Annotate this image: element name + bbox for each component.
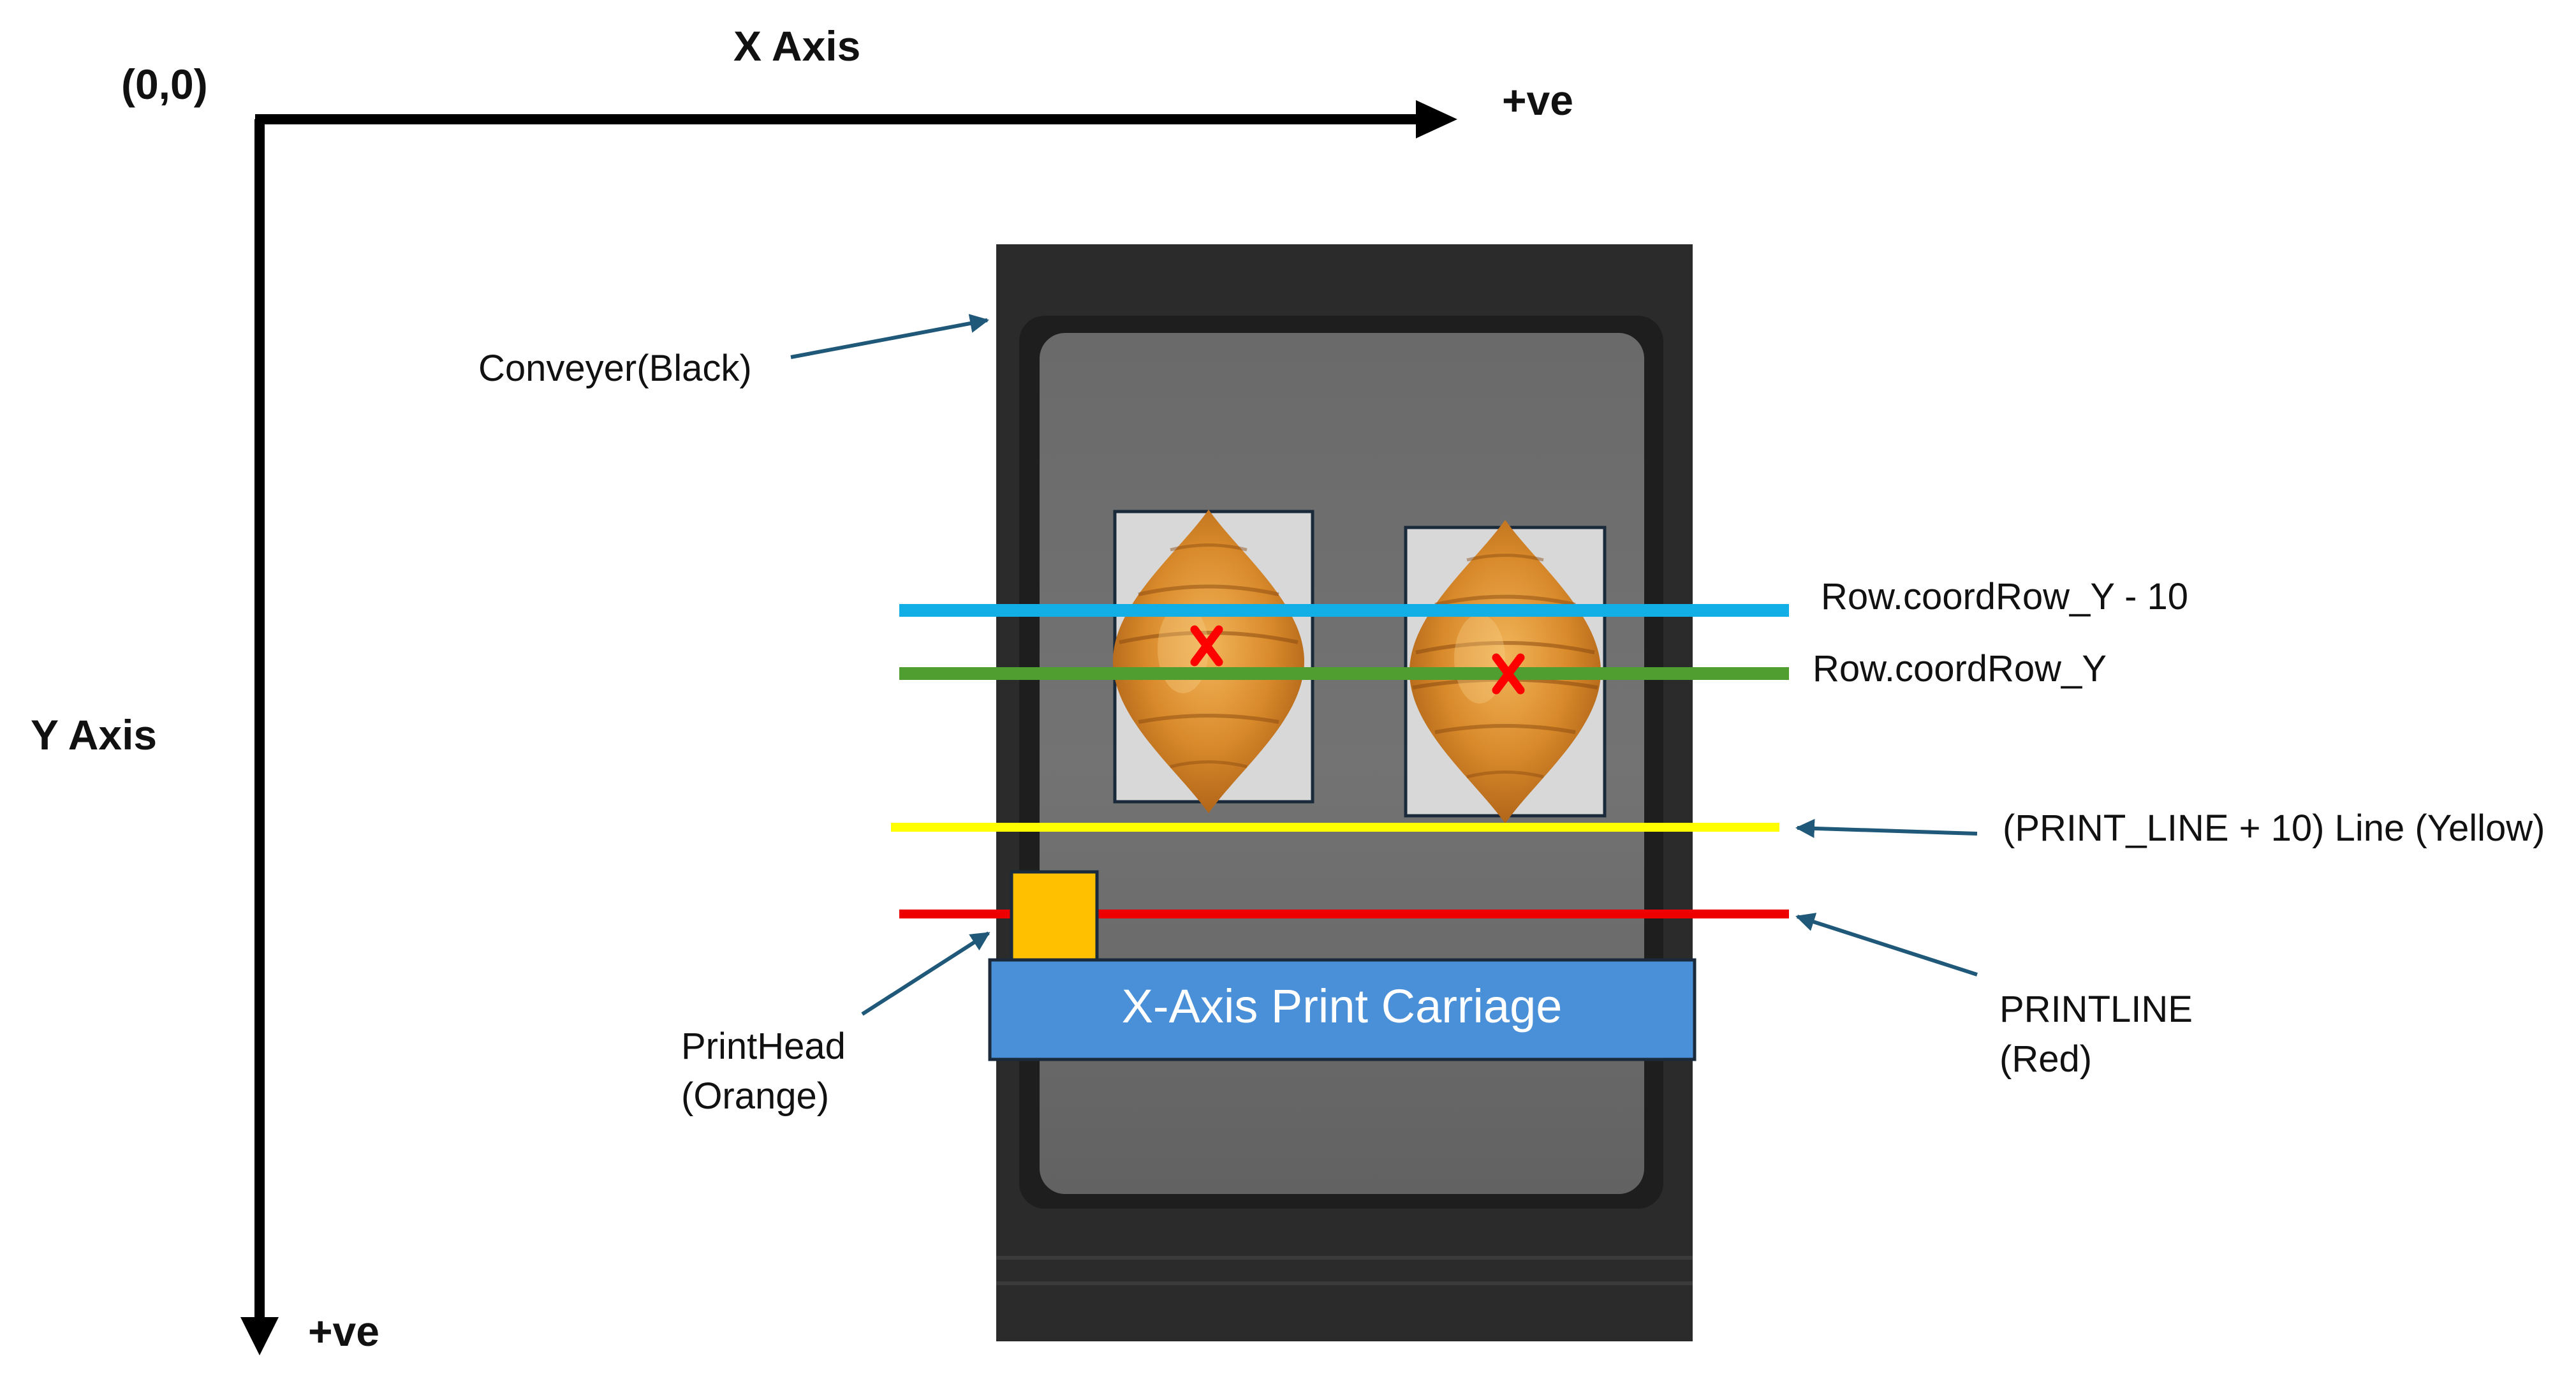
x-axis-label: X Axis [733,22,860,70]
row-minus-10-label: Row.coordRow_Y - 10 [1821,576,2188,617]
product-card-left [1113,510,1314,813]
conveyor-label: Conveyer(Black) [478,348,752,389]
x-axis-arrowhead [1416,100,1457,138]
row-label: Row.coordRow_Y [1813,648,2107,689]
y-axis-label: Y Axis [31,711,157,758]
y-axis-arrowhead [240,1317,279,1355]
x-axis-print-carriage [988,958,1696,1061]
printline-label-line1: PRINTLINE [1999,989,2193,1030]
target-marker-icon [1492,653,1525,695]
x-axis-positive-label: +ve [1502,77,1573,124]
origin-label: (0,0) [121,61,208,108]
printline-label-line2: (Red) [1999,1038,2092,1080]
printhead [1010,870,1099,962]
target-marker-icon [1190,625,1223,667]
printline-pointer-arrow [1795,913,1978,977]
print-line-plus-10-label: (PRINT_LINE + 10) Line (Yellow) [2003,807,2545,849]
printhead-pointer-arrow [861,931,990,1016]
conveyor-pointer-arrow [790,314,989,359]
carriage-label: X-Axis Print Carriage [1122,980,1563,1033]
printhead-label-line2: (Orange) [681,1075,829,1117]
y-axis-positive-label: +ve [308,1308,379,1355]
print-line-plus-10-pointer-arrow [1795,818,1978,838]
printhead-label-line1: PrintHead [681,1026,846,1067]
